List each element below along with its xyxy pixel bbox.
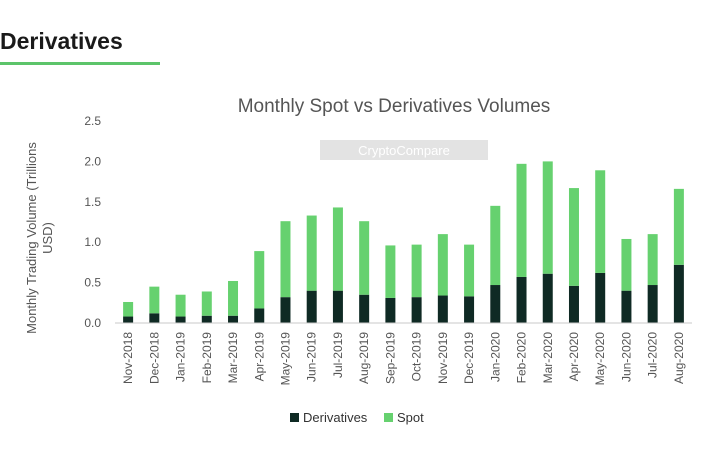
y-axis-title-line-1: Monthly Trading Volume (Trillions — [24, 142, 39, 334]
y-tick-label: 1.0 — [84, 235, 101, 249]
bar-derivatives-feb-2020 — [516, 276, 527, 323]
bar-derivatives-nov-2019 — [437, 295, 448, 323]
x-tick-label: Jul-2019 — [331, 332, 345, 378]
bar-derivatives-jun-2020 — [621, 290, 632, 323]
y-axis-title: Monthly Trading Volume (Trillions USD) — [24, 142, 55, 334]
watermark: CryptoCompare — [320, 140, 488, 160]
legend: Derivatives Spot — [290, 410, 424, 425]
bar-spot-nov-2018 — [123, 301, 134, 317]
bar-derivatives-jan-2020 — [490, 285, 501, 323]
section-title-underline — [0, 62, 160, 65]
x-tick-label: Jul-2020 — [646, 332, 660, 378]
bars — [123, 161, 684, 323]
bar-derivatives-apr-2020 — [568, 285, 579, 323]
bar-spot-jan-2019 — [175, 294, 186, 317]
bar-derivatives-jan-2019 — [175, 316, 186, 323]
x-tick-label: Feb-2019 — [200, 332, 214, 384]
bar-derivatives-feb-2019 — [201, 315, 212, 323]
bar-spot-dec-2018 — [149, 286, 160, 314]
legend-label-derivatives: Derivatives — [303, 410, 368, 425]
bar-derivatives-may-2019 — [280, 297, 291, 323]
bar-spot-aug-2019 — [359, 221, 370, 295]
bar-derivatives-jun-2019 — [306, 290, 317, 323]
bar-spot-dec-2019 — [464, 244, 475, 297]
y-tick-label: 2.0 — [84, 154, 101, 168]
bar-derivatives-mar-2020 — [542, 273, 553, 323]
x-tick-label: Dec-2018 — [147, 332, 161, 384]
bar-spot-jun-2020 — [621, 238, 632, 291]
bar-spot-jun-2019 — [306, 215, 317, 291]
x-tick-label: Jan-2020 — [488, 332, 502, 382]
legend-swatch-spot — [384, 413, 393, 422]
y-axis-ticks: 0.0 0.5 1.0 1.5 2.0 2.5 — [84, 114, 101, 330]
bar-spot-jul-2020 — [647, 234, 658, 286]
bar-derivatives-sep-2019 — [385, 297, 396, 323]
chart-title: Monthly Spot vs Derivatives Volumes — [238, 96, 551, 117]
x-tick-label: Mar-2020 — [541, 332, 555, 384]
legend-label-spot: Spot — [397, 410, 424, 425]
bar-spot-sep-2019 — [385, 245, 396, 298]
x-tick-label: Apr-2019 — [252, 332, 266, 382]
bar-spot-may-2020 — [595, 170, 606, 273]
bar-derivatives-dec-2019 — [464, 296, 475, 323]
bar-derivatives-jul-2019 — [332, 290, 343, 323]
bar-spot-mar-2020 — [542, 161, 553, 274]
bar-spot-oct-2019 — [411, 244, 422, 298]
x-tick-label: May-2020 — [593, 332, 607, 386]
bar-derivatives-may-2020 — [595, 272, 606, 323]
x-tick-label: Mar-2019 — [226, 332, 240, 384]
y-axis-title-line-2: USD) — [40, 222, 55, 254]
bar-derivatives-dec-2018 — [149, 313, 160, 323]
x-tick-label: Nov-2018 — [121, 332, 135, 384]
bar-spot-jan-2020 — [490, 205, 501, 286]
watermark-text: CryptoCompare — [358, 143, 450, 158]
x-tick-label: Sep-2019 — [383, 332, 397, 384]
x-tick-label: Oct-2019 — [410, 332, 424, 382]
x-tick-label: Aug-2019 — [357, 332, 371, 384]
bar-spot-may-2019 — [280, 221, 291, 298]
x-tick-label: Feb-2020 — [515, 332, 529, 384]
bar-spot-feb-2020 — [516, 163, 527, 277]
bar-derivatives-oct-2019 — [411, 297, 422, 323]
x-tick-label: May-2019 — [278, 332, 292, 386]
x-tick-label: Jan-2019 — [174, 332, 188, 382]
bar-derivatives-jul-2020 — [647, 285, 658, 323]
bar-spot-mar-2019 — [228, 280, 239, 316]
bar-spot-aug-2020 — [673, 188, 684, 265]
bar-spot-feb-2019 — [201, 291, 212, 316]
x-tick-label: Jun-2020 — [619, 332, 633, 382]
x-tick-label: Dec-2019 — [462, 332, 476, 384]
bar-spot-apr-2020 — [568, 188, 579, 286]
bar-derivatives-nov-2018 — [123, 316, 134, 323]
y-tick-label: 1.5 — [84, 195, 101, 209]
bar-derivatives-aug-2019 — [359, 294, 370, 323]
legend-swatch-derivatives — [290, 413, 299, 422]
x-tick-label: Nov-2019 — [436, 332, 450, 384]
bar-derivatives-mar-2019 — [228, 315, 239, 323]
bar-spot-jul-2019 — [332, 207, 343, 291]
watermark-background — [320, 140, 488, 160]
x-tick-label: Jun-2019 — [305, 332, 319, 382]
x-tick-label: Aug-2020 — [672, 332, 686, 384]
y-tick-label: 0.0 — [84, 316, 101, 330]
y-tick-label: 0.5 — [84, 276, 101, 290]
bar-derivatives-apr-2019 — [254, 308, 265, 323]
x-axis-ticks: Nov-2018 Dec-2018 Jan-2019 Feb-2019 Mar-2019… — [121, 332, 686, 386]
section-title: Derivatives — [0, 28, 123, 54]
bar-derivatives-aug-2020 — [673, 264, 684, 323]
y-tick-label: 2.5 — [84, 114, 101, 128]
bar-spot-nov-2019 — [437, 234, 448, 296]
bar-spot-apr-2019 — [254, 251, 265, 309]
x-tick-label: Apr-2020 — [567, 332, 581, 382]
